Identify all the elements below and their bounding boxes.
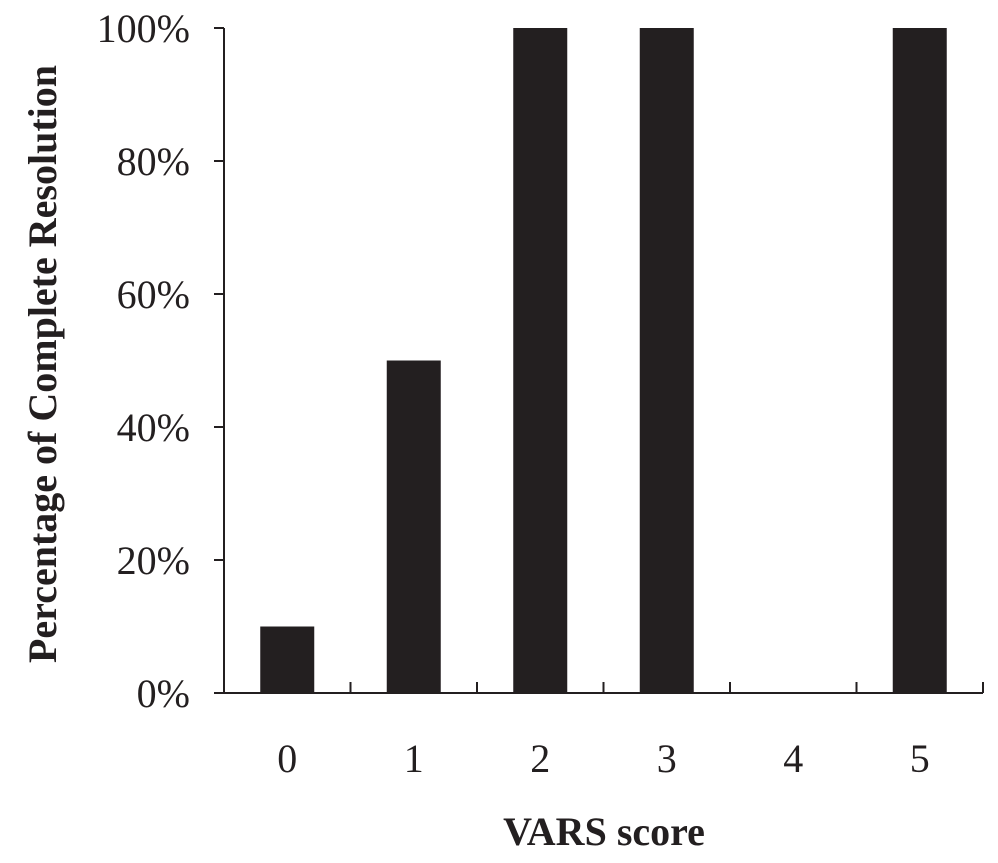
bar-3 [639,28,694,693]
bar-2 [513,28,568,693]
bar-0 [260,626,315,693]
bar-1 [386,360,441,693]
x-tick-label: 1 [404,736,424,781]
y-ticks-group: 0% 20% 40% 60% 80% 100% [97,6,224,716]
y-axis-title: Percentage of Complete Resolution [20,65,65,663]
x-tick-label: 4 [783,736,803,781]
y-tick-label: 60% [117,272,190,317]
x-tick-label: 2 [530,736,550,781]
bars-group [260,28,947,693]
x-ticks-group: 0 1 2 3 4 5 [277,682,984,781]
axes-group [223,28,983,694]
y-tick-label: 40% [117,405,190,450]
x-tick-label: 0 [277,736,297,781]
y-tick-label: 0% [137,671,190,716]
bar-5 [892,28,947,693]
x-tick-label: 5 [910,736,930,781]
y-tick-label: 20% [117,538,190,583]
x-tick-label: 3 [657,736,677,781]
x-axis-title: VARS score [503,809,705,854]
y-tick-label: 100% [97,6,190,51]
y-tick-label: 80% [117,139,190,184]
